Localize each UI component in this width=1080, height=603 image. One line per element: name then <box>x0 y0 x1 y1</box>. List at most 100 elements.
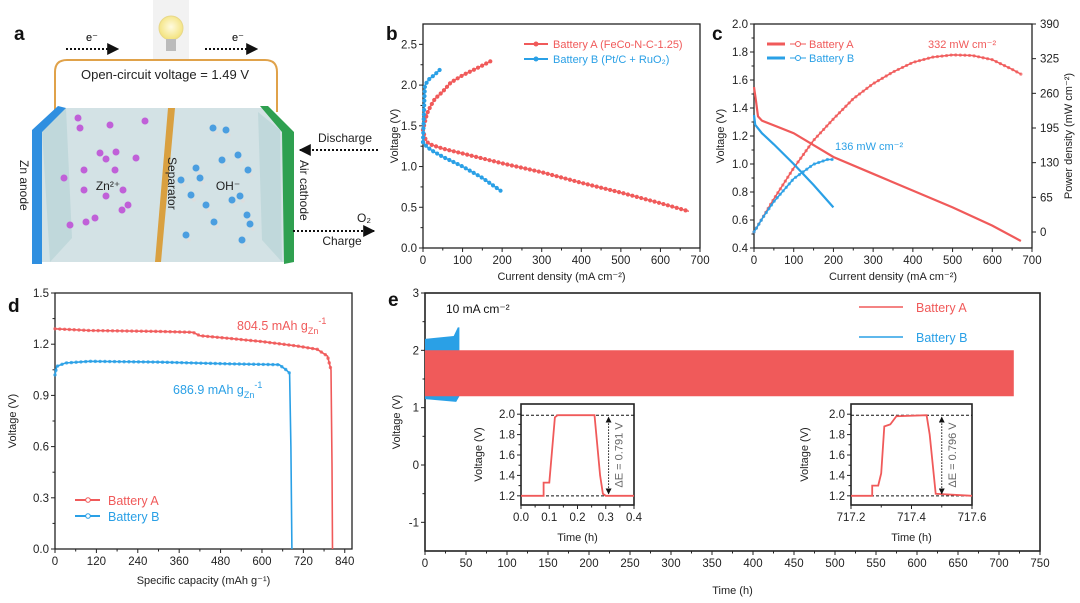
y-tick-label: 0 <box>413 460 419 472</box>
legend-marker <box>533 41 539 47</box>
oh-hydrogen <box>223 163 227 167</box>
chart-d: 0 120 240 360 480 600 720 840 0.0 0.3 0.6 0.9 1.2 1.5… <box>7 288 354 587</box>
zn-ion-particle <box>102 192 110 200</box>
y-tick-label: 0.3 <box>33 493 49 505</box>
legend-marker <box>85 497 91 503</box>
inset-background <box>522 405 633 504</box>
x-tick-label: 200 <box>493 255 512 267</box>
electron-label-right: e⁻ <box>232 32 244 44</box>
x-axis-label: Time (h) <box>557 532 598 544</box>
y-tick-label: 2.0 <box>829 409 845 421</box>
x-tick-label: 0 <box>420 255 426 267</box>
oh-ion-particle <box>243 211 251 219</box>
y-tick-label: 1.4 <box>499 470 516 482</box>
x-tick-label: 700 <box>690 255 709 267</box>
legend-label: Battery B <box>108 510 159 524</box>
series-a-voltage-band <box>425 350 1014 397</box>
oh-hydrogen <box>182 183 186 187</box>
x-tick-label: 0.2 <box>570 512 586 524</box>
y-tick-label: 1.6 <box>732 75 748 87</box>
x-tick-label: 0.0 <box>513 512 529 524</box>
oh-hydrogen <box>251 227 255 231</box>
y-tick-label: 0.5 <box>401 202 417 214</box>
y-tick-label: 1.0 <box>732 159 748 171</box>
oh-hydrogen <box>227 133 231 137</box>
oh-ion-particle <box>238 236 246 244</box>
x-tick-label: 550 <box>866 558 885 570</box>
oh-ion-particle <box>192 164 200 172</box>
series-b-markers <box>53 359 292 377</box>
x-tick-label: 100 <box>497 558 516 570</box>
x-tick-label: 50 <box>460 558 473 570</box>
oh-hydrogen <box>192 198 196 202</box>
air-cathode-label: Air cathode <box>297 160 311 221</box>
oh-hydrogen <box>243 243 247 247</box>
inset-1: 0.0 0.1 0.2 0.3 0.4 1.2 1.4 1.6 1.8 2.0 Time (h) Vo… <box>473 403 643 544</box>
oh-ion-particle <box>244 166 252 174</box>
x-tick-label: 0.4 <box>626 512 643 524</box>
series-a-discharge-markers <box>420 127 691 214</box>
x-tick-label: 700 <box>989 558 1008 570</box>
y-tick-label: 0.0 <box>401 243 417 255</box>
y-tick-label: 1.6 <box>499 450 515 462</box>
y-right-tick-label: 0 <box>1040 227 1046 239</box>
series-b-power-markers <box>752 157 835 234</box>
chart-c: 0 100 200 300 400 500 600 700 0.4 0.6 0.8 1.0 1.2 1.4… <box>715 19 1075 283</box>
x-axis-label: Specific capacity (mAh g⁻¹) <box>137 575 271 587</box>
y-tick-label: 1.8 <box>829 430 845 442</box>
oh-hydrogen <box>233 203 237 207</box>
series-a-voltage <box>752 86 1022 242</box>
y-axis-label: Voltage (V) <box>473 427 485 481</box>
o2-label: O₂ <box>357 211 371 225</box>
x-tick-label: 300 <box>661 558 680 570</box>
discharge-label: Discharge <box>318 131 372 145</box>
panel-letter-e: e <box>388 290 399 311</box>
x-tick-label: 350 <box>702 558 721 570</box>
separator-label: Separator <box>165 157 179 210</box>
zn-anode-plate <box>32 106 66 264</box>
peak-power-b-annotation: 136 mW cm⁻² <box>835 141 903 153</box>
x-tick-label: 0 <box>52 556 58 568</box>
y-axis-label: Voltage (V) <box>389 109 401 163</box>
y-axis-label: Voltage (V) <box>391 395 403 449</box>
x-tick-label: 400 <box>743 558 762 570</box>
series-a-charge-line <box>422 60 492 131</box>
x-tick-label: 500 <box>943 255 962 267</box>
zn-ion-particle <box>112 148 120 156</box>
delta-e-label: ΔE = 0.791 V <box>614 422 626 488</box>
oh-ion-particle <box>202 201 210 209</box>
zn-ion-label: Zn²⁺ <box>96 179 120 193</box>
x-axis-label: Time (h) <box>712 585 753 597</box>
anode-mesh <box>42 108 72 262</box>
panel-letter-c: c <box>712 24 723 45</box>
x-tick-label: 100 <box>453 255 472 267</box>
x-tick-label: 720 <box>294 556 313 568</box>
x-tick-label: 240 <box>128 556 147 568</box>
oh-hydrogen <box>201 181 205 185</box>
x-tick-label: 200 <box>579 558 598 570</box>
y-tick-label: 1.2 <box>732 131 748 143</box>
external-wire <box>54 59 278 112</box>
inset-2: 717.2 717.4 717.6 1.2 1.4 1.6 1.8 2.0 Time (h) Vo… <box>799 403 986 544</box>
peak-power-a-annotation: 332 mW cm⁻² <box>928 39 996 51</box>
series-a-markers <box>53 327 333 372</box>
legend-label: Battery A <box>916 301 967 315</box>
zn-anode-label: Zn anode <box>17 160 31 211</box>
panel-a-diagram: a e⁻ e⁻ Open-circuit voltage = 1.49 V Zn… <box>14 0 378 264</box>
legend-label: Battery B <box>916 331 967 345</box>
y-tick-label: 1.2 <box>829 491 845 503</box>
x-tick-label: 450 <box>784 558 803 570</box>
legend-label: Battery A <box>809 39 854 51</box>
ion-particles <box>60 114 255 247</box>
y-tick-label: 2.0 <box>732 19 748 31</box>
oh-ion-particle <box>182 231 190 239</box>
y-tick-label: 1.2 <box>33 339 49 351</box>
charge-label: Charge <box>322 234 362 248</box>
series-b-charge-markers <box>420 67 443 145</box>
series-a-power-markers <box>752 53 1023 234</box>
separator-membrane <box>155 108 175 262</box>
zn-ion-particle <box>124 201 132 209</box>
x-tick-label: 400 <box>903 255 922 267</box>
y-right-tick-label: 260 <box>1040 88 1059 100</box>
